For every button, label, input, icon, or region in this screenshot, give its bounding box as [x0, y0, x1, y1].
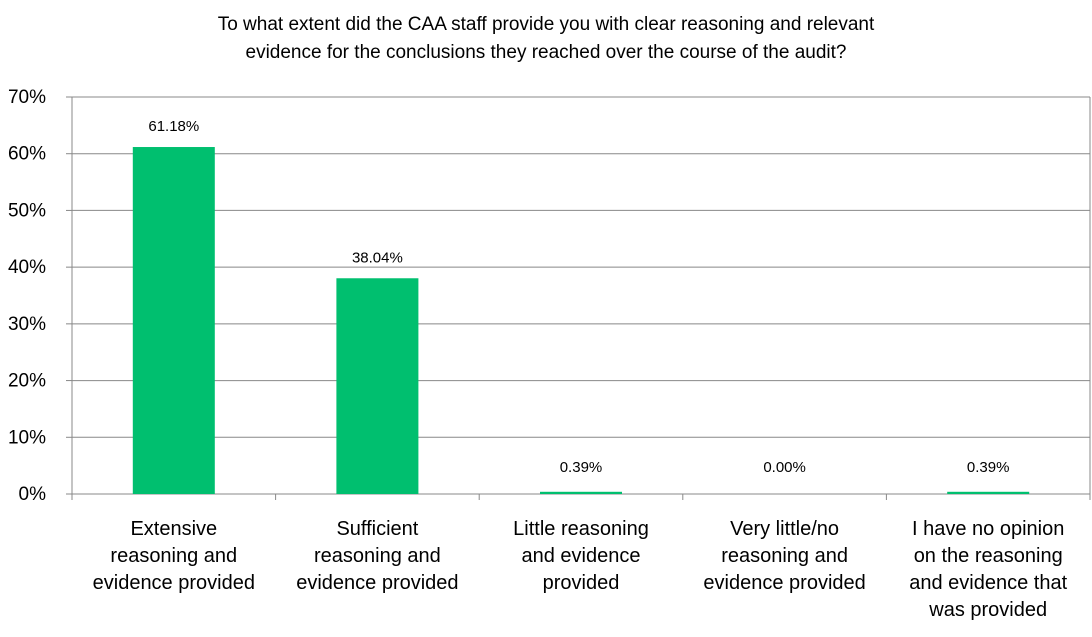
data-label: 61.18% — [148, 118, 199, 135]
category-label-line: I have no opinion — [912, 518, 1064, 540]
data-labels: 61.18% 38.04% 0.39% 0.00% 0.39% — [148, 118, 1009, 476]
y-tick-label: 60% — [8, 144, 46, 165]
category-label-line: Extensive — [130, 518, 217, 540]
category-label-line: provided — [543, 572, 620, 594]
y-tick-label: 20% — [8, 371, 46, 392]
y-tick-label: 40% — [8, 257, 46, 278]
gridlines — [72, 96, 1090, 438]
bar — [540, 491, 622, 494]
category-label-line: Very little/no — [730, 518, 839, 540]
y-tick-label: 50% — [8, 200, 46, 221]
category-label-line: reasoning and — [314, 545, 441, 567]
bar — [132, 147, 215, 494]
category-label-line: and evidence that — [909, 572, 1067, 594]
bars — [132, 147, 1030, 494]
y-tick-label: 30% — [8, 314, 46, 335]
chart-title-line: To what extent did the CAA staff provide… — [218, 14, 875, 35]
category-label-line: Sufficient — [336, 518, 418, 540]
data-label: 38.04% — [352, 249, 403, 266]
category-label-line: reasoning and — [110, 545, 237, 567]
bar — [947, 491, 1030, 494]
category-label-line: evidence provided — [93, 572, 255, 594]
chart-title: To what extent did the CAA staff provide… — [218, 14, 875, 63]
category-labels: Extensive reasoning and evidence provided S… — [93, 518, 1068, 621]
category-label-line: evidence provided — [703, 572, 865, 594]
bar — [336, 278, 419, 494]
chart-title-line: evidence for the conclusions they reache… — [246, 42, 847, 63]
category-label-line: Little reasoning — [513, 518, 649, 540]
y-tick-label: 0% — [19, 484, 47, 505]
data-label: 0.00% — [763, 459, 806, 476]
category-label-line: was provided — [928, 599, 1047, 621]
data-label: 0.39% — [967, 459, 1010, 476]
category-label-line: on the reasoning — [914, 545, 1063, 567]
category-label-line: evidence provided — [296, 572, 458, 594]
y-tick-label: 70% — [8, 87, 46, 108]
axes: 0% 10% 20% 30% 40% 50% 60% 70% — [8, 87, 1091, 505]
category-label-line: reasoning and — [721, 545, 848, 567]
data-label: 0.39% — [560, 459, 603, 476]
category-label-line: and evidence — [522, 545, 641, 567]
y-tick-label: 10% — [8, 427, 46, 448]
